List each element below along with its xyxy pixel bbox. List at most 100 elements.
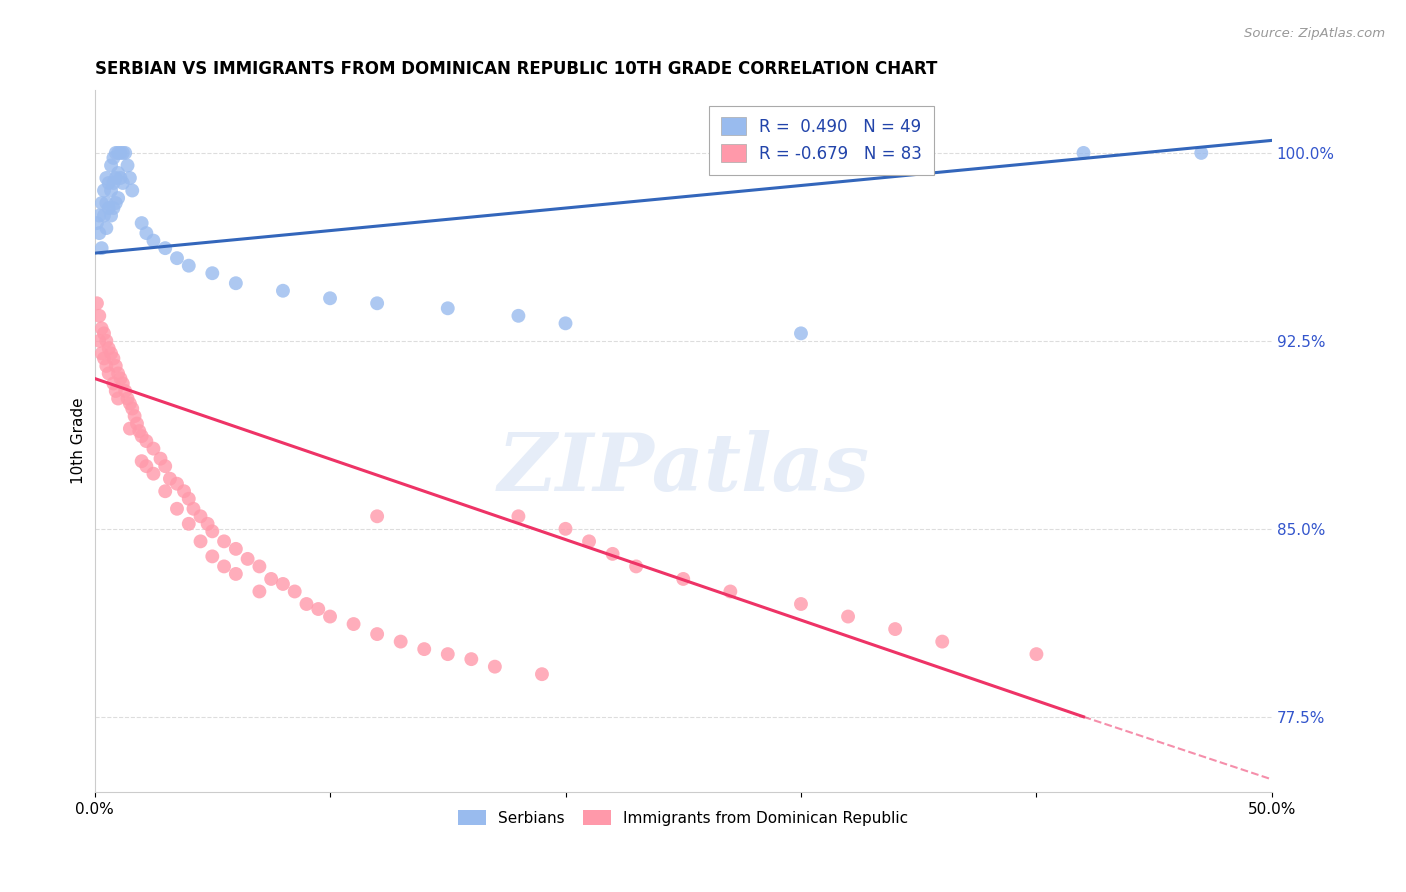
Point bbox=[107, 392, 129, 406]
Point bbox=[114, 384, 136, 398]
Point bbox=[149, 451, 172, 466]
Point bbox=[97, 176, 120, 190]
Point bbox=[104, 384, 127, 398]
Point bbox=[93, 326, 115, 341]
Point bbox=[104, 171, 127, 186]
Point bbox=[884, 622, 907, 636]
Point bbox=[271, 284, 294, 298]
Point bbox=[107, 367, 129, 381]
Point bbox=[89, 226, 111, 240]
Point bbox=[97, 342, 120, 356]
Text: ZIPatlas: ZIPatlas bbox=[498, 431, 869, 508]
Point bbox=[118, 396, 141, 410]
Point bbox=[124, 409, 146, 423]
Point bbox=[790, 326, 813, 341]
Point bbox=[201, 549, 224, 564]
Point bbox=[247, 559, 270, 574]
Point bbox=[142, 234, 165, 248]
Point bbox=[284, 584, 307, 599]
Point bbox=[107, 166, 129, 180]
Point bbox=[97, 201, 120, 215]
Point bbox=[672, 572, 695, 586]
Point bbox=[89, 334, 111, 348]
Point bbox=[554, 316, 576, 330]
Point bbox=[111, 176, 134, 190]
Point bbox=[142, 442, 165, 456]
Point bbox=[117, 158, 139, 172]
Point bbox=[212, 559, 235, 574]
Point bbox=[159, 472, 181, 486]
Point bbox=[86, 216, 108, 230]
Point bbox=[90, 241, 112, 255]
Point bbox=[366, 627, 388, 641]
Point bbox=[201, 524, 224, 539]
Point bbox=[319, 609, 342, 624]
Point bbox=[1025, 647, 1047, 661]
Point bbox=[131, 454, 153, 468]
Point bbox=[190, 534, 212, 549]
Point bbox=[307, 602, 329, 616]
Point bbox=[114, 145, 136, 160]
Point bbox=[177, 259, 200, 273]
Point bbox=[131, 216, 153, 230]
Point bbox=[93, 209, 115, 223]
Point bbox=[104, 359, 127, 373]
Point bbox=[135, 434, 157, 449]
Point bbox=[107, 145, 129, 160]
Point bbox=[89, 309, 111, 323]
Point bbox=[96, 171, 118, 186]
Point bbox=[236, 552, 259, 566]
Point bbox=[135, 459, 157, 474]
Point bbox=[166, 476, 188, 491]
Point bbox=[118, 171, 141, 186]
Point bbox=[436, 301, 458, 316]
Point bbox=[96, 334, 118, 348]
Point bbox=[155, 241, 177, 255]
Point bbox=[837, 609, 859, 624]
Point bbox=[89, 209, 111, 223]
Point bbox=[173, 484, 195, 499]
Point bbox=[107, 191, 129, 205]
Point bbox=[100, 158, 122, 172]
Point bbox=[90, 321, 112, 335]
Point bbox=[103, 351, 125, 366]
Point bbox=[295, 597, 318, 611]
Point bbox=[177, 491, 200, 506]
Point bbox=[166, 251, 188, 265]
Point bbox=[135, 226, 157, 240]
Point bbox=[790, 597, 813, 611]
Point bbox=[460, 652, 482, 666]
Legend: Serbians, Immigrants from Dominican Republic: Serbians, Immigrants from Dominican Repu… bbox=[451, 802, 915, 833]
Point bbox=[247, 584, 270, 599]
Point bbox=[530, 667, 553, 681]
Point bbox=[319, 291, 342, 305]
Point bbox=[197, 516, 219, 531]
Point bbox=[212, 534, 235, 549]
Point bbox=[508, 309, 530, 323]
Point bbox=[602, 547, 624, 561]
Point bbox=[100, 184, 122, 198]
Text: Source: ZipAtlas.com: Source: ZipAtlas.com bbox=[1244, 27, 1385, 40]
Point bbox=[96, 196, 118, 211]
Point bbox=[103, 376, 125, 391]
Point bbox=[413, 642, 436, 657]
Point bbox=[225, 541, 247, 556]
Point bbox=[100, 346, 122, 360]
Point bbox=[118, 421, 141, 435]
Point bbox=[121, 401, 143, 416]
Point bbox=[110, 145, 132, 160]
Point bbox=[90, 346, 112, 360]
Point bbox=[578, 534, 600, 549]
Point bbox=[190, 509, 212, 524]
Point bbox=[389, 634, 412, 648]
Point bbox=[131, 429, 153, 443]
Point bbox=[142, 467, 165, 481]
Point bbox=[111, 376, 134, 391]
Point bbox=[86, 296, 108, 310]
Point bbox=[103, 201, 125, 215]
Point bbox=[436, 647, 458, 661]
Point bbox=[104, 196, 127, 211]
Point bbox=[718, 584, 741, 599]
Point bbox=[225, 566, 247, 581]
Point bbox=[93, 351, 115, 366]
